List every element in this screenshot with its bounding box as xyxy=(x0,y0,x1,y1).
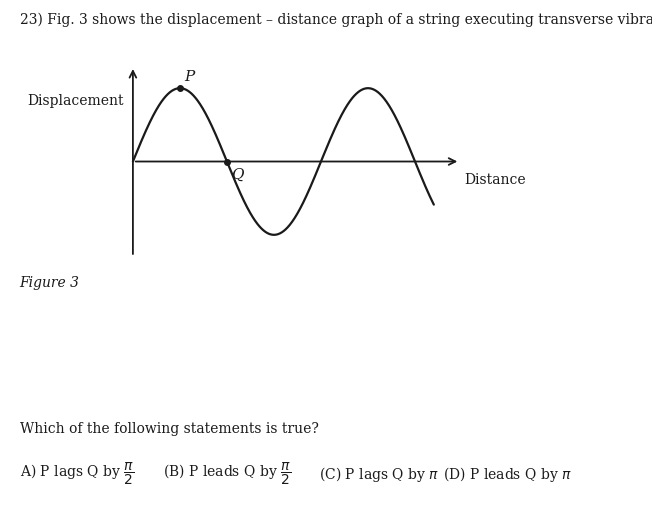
Text: (B) P leads Q by $\dfrac{\pi}{2}$: (B) P leads Q by $\dfrac{\pi}{2}$ xyxy=(163,461,291,487)
Text: Q: Q xyxy=(231,167,244,181)
Text: Displacement: Displacement xyxy=(27,94,124,108)
Text: (D) P leads Q by $\pi$: (D) P leads Q by $\pi$ xyxy=(443,465,572,483)
Text: P: P xyxy=(185,70,195,84)
Text: Distance: Distance xyxy=(465,172,526,187)
Text: (C) P lags Q by $\pi$: (C) P lags Q by $\pi$ xyxy=(319,465,439,483)
Text: Which of the following statements is true?: Which of the following statements is tru… xyxy=(20,422,318,436)
Text: A) P lags Q by $\dfrac{\pi}{2}$: A) P lags Q by $\dfrac{\pi}{2}$ xyxy=(20,461,134,487)
Text: Figure 3: Figure 3 xyxy=(20,276,80,290)
Text: 23) Fig. 3 shows the displacement – distance graph of a string executing transve: 23) Fig. 3 shows the displacement – dist… xyxy=(20,13,652,28)
